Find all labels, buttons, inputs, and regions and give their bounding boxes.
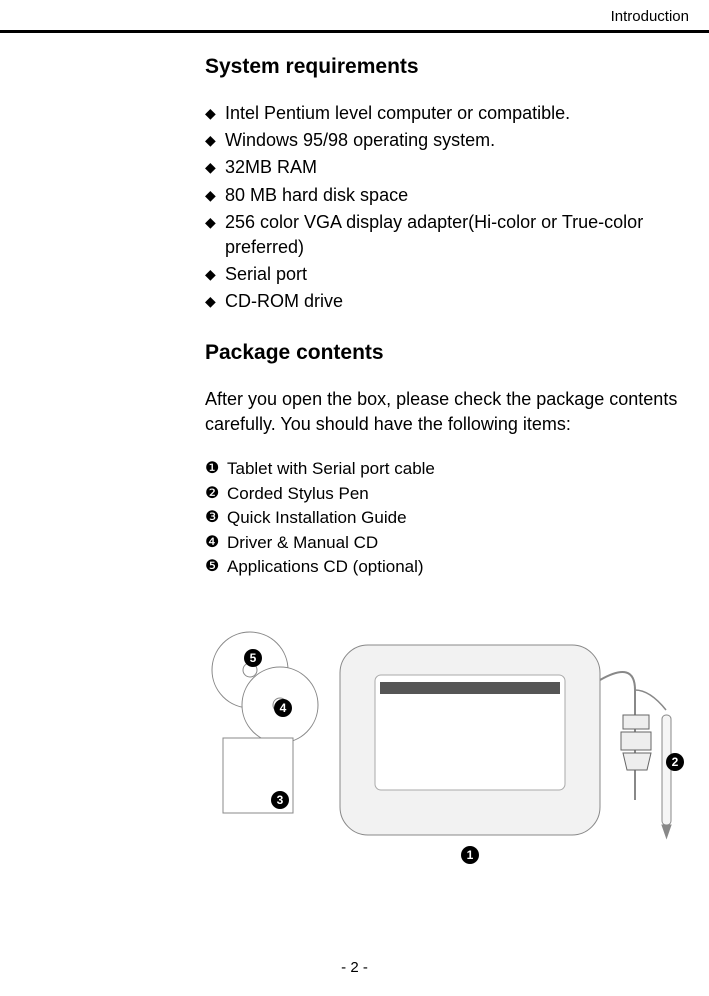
list-item-text: Driver & Manual CD	[227, 531, 378, 556]
diamond-bullet-icon: ◆	[205, 101, 225, 124]
list-item-text: Tablet with Serial port cable	[227, 457, 435, 482]
page-content: System requirements ◆ Intel Pentium leve…	[205, 55, 685, 870]
list-item-text: 32MB RAM	[225, 155, 685, 180]
list-item-text: Serial port	[225, 262, 685, 287]
diamond-bullet-icon: ◆	[205, 210, 225, 233]
circled-number-icon: ❷	[205, 482, 227, 505]
diamond-bullet-icon: ◆	[205, 128, 225, 151]
package-contents-list: ❶ Tablet with Serial port cable ❷ Corded…	[205, 457, 685, 580]
list-item: ◆ Serial port	[205, 262, 685, 287]
list-item: ◆ 80 MB hard disk space	[205, 183, 685, 208]
circled-number-icon: ❸	[205, 506, 227, 529]
callout-5: 5	[250, 651, 257, 665]
list-item-text: Quick Installation Guide	[227, 506, 407, 531]
circled-number-icon: ❹	[205, 531, 227, 554]
page-number: - 2 -	[0, 959, 709, 976]
diamond-bullet-icon: ◆	[205, 262, 225, 285]
callout-4: 4	[280, 701, 287, 715]
list-item-text: Applications CD (optional)	[227, 555, 424, 580]
list-item-text: 256 color VGA display adapter(Hi-color o…	[225, 210, 685, 260]
diamond-bullet-icon: ◆	[205, 289, 225, 312]
list-item-text: Windows 95/98 operating system.	[225, 128, 685, 153]
list-item-text: Corded Stylus Pen	[227, 482, 369, 507]
package-contents-intro: After you open the box, please check the…	[205, 387, 685, 437]
list-item: ❺ Applications CD (optional)	[205, 555, 685, 580]
circled-number-icon: ❺	[205, 555, 227, 578]
list-item-text: CD-ROM drive	[225, 289, 685, 314]
package-figure: 5 4 3 1 2	[205, 620, 685, 870]
diamond-bullet-icon: ◆	[205, 155, 225, 178]
package-diagram-svg: 5 4 3 1 2	[205, 620, 685, 870]
system-requirements-heading: System requirements	[205, 55, 685, 79]
callout-1: 1	[467, 848, 474, 862]
package-contents-heading: Package contents	[205, 341, 685, 365]
list-item: ❹ Driver & Manual CD	[205, 531, 685, 556]
list-item: ◆ 256 color VGA display adapter(Hi-color…	[205, 210, 685, 260]
list-item: ❶ Tablet with Serial port cable	[205, 457, 685, 482]
list-item: ◆ CD-ROM drive	[205, 289, 685, 314]
callout-2: 2	[672, 755, 679, 769]
list-item-text: Intel Pentium level computer or compatib…	[225, 101, 685, 126]
list-item: ◆ 32MB RAM	[205, 155, 685, 180]
list-item: ❷ Corded Stylus Pen	[205, 482, 685, 507]
header-rule	[0, 30, 709, 33]
list-item: ❸ Quick Installation Guide	[205, 506, 685, 531]
circled-number-icon: ❶	[205, 457, 227, 480]
callout-3: 3	[277, 793, 284, 807]
system-requirements-list: ◆ Intel Pentium level computer or compat…	[205, 101, 685, 315]
diamond-bullet-icon: ◆	[205, 183, 225, 206]
header-section-label: Introduction	[611, 8, 689, 25]
list-item: ◆ Intel Pentium level computer or compat…	[205, 101, 685, 126]
list-item: ◆ Windows 95/98 operating system.	[205, 128, 685, 153]
list-item-text: 80 MB hard disk space	[225, 183, 685, 208]
